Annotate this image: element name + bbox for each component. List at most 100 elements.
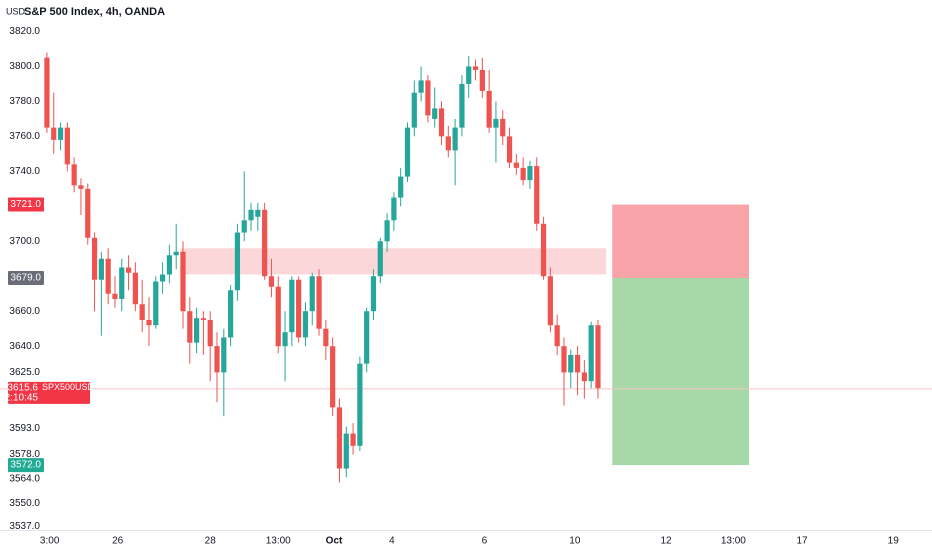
symbol-label: SPX500USD	[42, 382, 95, 392]
candle-body	[404, 127, 411, 177]
candle-body	[153, 281, 159, 326]
countdown-label: 02:10:45	[0, 392, 38, 403]
y-tick-label: 3780.0	[9, 96, 40, 107]
price-tag	[8, 197, 44, 212]
candle-body	[574, 354, 581, 373]
candle-body	[323, 328, 329, 347]
candle-body	[425, 80, 431, 116]
candle-body	[527, 166, 533, 181]
candle-body	[132, 272, 138, 305]
y-tick-label: 3625.0	[9, 367, 40, 378]
candle-body	[336, 407, 343, 469]
candle-body	[438, 108, 445, 137]
candle-body	[166, 255, 172, 275]
candle-body	[228, 290, 234, 338]
currency: USD	[6, 6, 26, 16]
candle-body	[309, 276, 315, 312]
candle-body	[377, 241, 383, 277]
candle-body	[506, 136, 513, 163]
candle-body	[200, 318, 207, 320]
y-tick-label: 3800.0	[9, 61, 40, 72]
candle-body	[554, 325, 560, 347]
candle-body	[391, 197, 397, 221]
candle-body	[194, 318, 200, 343]
x-tick-label: 17	[797, 536, 809, 547]
candle-body	[105, 258, 111, 294]
y-tick-label: 3740.0	[9, 166, 40, 177]
x-tick-label: 4	[389, 536, 395, 547]
candle-body	[44, 57, 50, 128]
candle-body	[466, 66, 472, 84]
candle-body	[513, 162, 519, 168]
x-tick-label: 3:00	[40, 536, 60, 547]
candle-body	[255, 209, 261, 217]
x-tick-label: 19	[888, 536, 900, 547]
x-tick-label: 6	[482, 536, 488, 547]
candle-body	[418, 80, 424, 93]
candle-body	[493, 118, 499, 128]
candle-body	[289, 279, 295, 333]
candle-body	[268, 276, 275, 287]
candle-body	[173, 251, 179, 256]
candle-body	[452, 127, 458, 151]
last-price-tag	[8, 381, 90, 404]
candle-body	[262, 209, 268, 277]
candle-body	[241, 220, 247, 233]
candle-body	[275, 286, 281, 347]
x-tick-label: 28	[205, 536, 217, 547]
candle-body	[534, 166, 540, 224]
candle-body	[486, 90, 492, 128]
candle-body	[187, 311, 193, 343]
overlay: 3820.0 3800.0 3780.0 3760.0 3740.0 3700.0 3660…	[0, 26, 899, 547]
y-tick-label: 3564.0	[9, 474, 40, 485]
candle-body	[57, 127, 64, 140]
candle-body	[207, 319, 213, 347]
candle-body	[296, 279, 302, 338]
price-tag	[8, 270, 44, 285]
candle-body	[91, 237, 98, 280]
y-tick-label: 3640.0	[9, 341, 40, 352]
candle-body	[568, 354, 574, 373]
candle-body	[588, 325, 594, 382]
candle-body	[221, 337, 227, 373]
candle-body	[64, 127, 70, 165]
candle-body	[98, 258, 104, 280]
candle-body	[112, 293, 118, 299]
stop-zone	[612, 204, 750, 278]
candle-body	[214, 346, 220, 373]
candle-body	[146, 319, 152, 326]
candle-body	[357, 363, 363, 446]
candle-body	[384, 220, 390, 242]
candle-body	[561, 346, 567, 373]
candle-body	[547, 276, 553, 326]
candle-body	[472, 66, 479, 70]
candle-body	[248, 209, 254, 221]
candle-body	[479, 69, 485, 91]
candle-body	[500, 118, 506, 137]
x-tick-label: 13:00	[266, 536, 291, 547]
candle-body	[398, 176, 404, 198]
candle-body	[302, 311, 309, 338]
price-tag-label: 3572.0	[10, 460, 41, 471]
chart-title: S&P 500 Index, 4h, OANDA	[24, 6, 165, 18]
y-tick-label: 3760.0	[9, 131, 40, 142]
target-zone	[612, 277, 750, 466]
x-tick-label: 10	[569, 536, 581, 547]
candle-body	[316, 276, 322, 329]
price-tag-label: 3679.0	[10, 273, 41, 284]
candle-body	[540, 223, 547, 277]
y-tick-label: 3700.0	[9, 236, 40, 247]
resistance-zone	[180, 248, 607, 275]
x-tick-label: 26	[112, 536, 124, 547]
candle-body	[159, 274, 166, 282]
candle-body	[282, 332, 288, 347]
candle-body	[411, 92, 417, 128]
candle-body	[78, 185, 84, 189]
candle-body	[71, 164, 77, 186]
plot	[0, 52, 932, 483]
candle-body	[445, 136, 451, 151]
candle-body	[234, 232, 241, 291]
candle-body	[581, 372, 587, 382]
candle-body	[85, 188, 91, 238]
